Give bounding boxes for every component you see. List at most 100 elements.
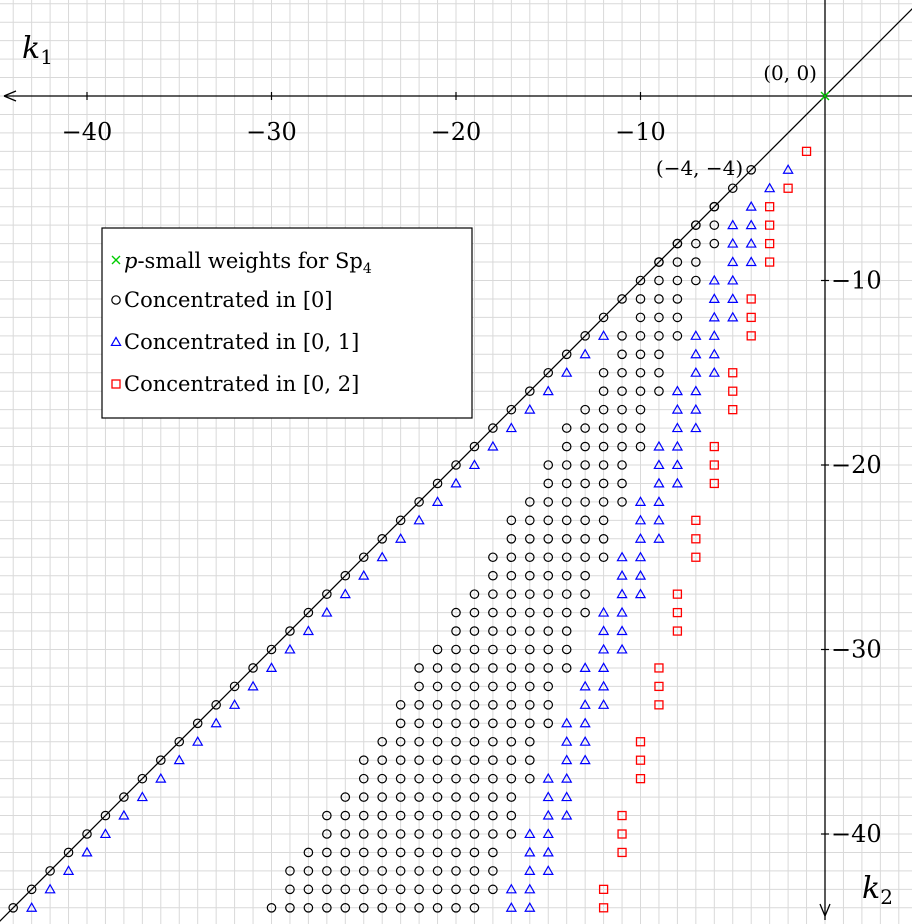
marker-circle	[451, 773, 461, 784]
marker-circle	[617, 460, 627, 470]
marker-square	[765, 238, 775, 249]
marker-circle	[635, 349, 646, 360]
marker-triangle	[745, 256, 757, 267]
marker-square	[635, 737, 646, 747]
marker-circle	[561, 441, 572, 452]
marker-circle	[524, 533, 535, 544]
marker-circle	[561, 607, 572, 618]
marker-circle	[395, 866, 406, 876]
marker-circle	[414, 497, 424, 507]
marker-circle	[358, 773, 369, 784]
reference-line	[0, 8, 912, 922]
marker-circle	[82, 829, 92, 839]
y-tick-label: −40	[831, 820, 882, 848]
marker-circle	[543, 497, 554, 507]
marker-triangle	[339, 588, 351, 599]
marker-circle	[506, 718, 517, 729]
marker-circle	[451, 663, 461, 673]
marker-circle	[414, 773, 424, 784]
marker-circle	[672, 331, 683, 341]
marker-circle	[285, 866, 295, 876]
marker-circle	[469, 866, 480, 876]
marker-circle	[654, 331, 664, 341]
marker-circle	[580, 441, 590, 452]
marker-circle	[395, 810, 406, 821]
marker-triangle	[653, 440, 665, 451]
chart-annotations: (0, 0) (−4, −4)	[656, 61, 817, 180]
marker-circle	[156, 755, 166, 765]
marker-triangle	[505, 883, 517, 894]
marker-triangle	[136, 791, 148, 802]
marker-circle	[432, 644, 443, 655]
marker-circle	[598, 552, 609, 563]
marker-circle	[322, 829, 332, 839]
marker-square	[746, 294, 756, 304]
marker-triangle	[597, 625, 610, 636]
marker-circle	[506, 570, 517, 581]
marker-circle	[414, 847, 424, 858]
marker-square	[801, 146, 812, 157]
marker-triangle	[727, 237, 739, 248]
y-axis-title-base: k	[862, 871, 880, 906]
marker-circle	[488, 663, 498, 673]
marker-circle	[100, 810, 111, 821]
marker-circle	[691, 275, 701, 286]
marker-circle	[561, 460, 572, 470]
marker-circle	[506, 700, 517, 710]
marker-circle	[635, 367, 646, 378]
marker-circle	[617, 386, 627, 396]
marker-triangle	[634, 514, 647, 525]
marker-circle	[414, 718, 424, 729]
marker-square	[709, 441, 719, 452]
marker-triangle	[653, 532, 665, 543]
marker-square	[672, 607, 683, 618]
marker-circle	[488, 755, 498, 765]
marker-circle	[727, 183, 738, 194]
marker-circle	[524, 607, 535, 618]
marker-triangle	[616, 551, 628, 562]
marker-circle	[580, 552, 590, 563]
marker-circle	[340, 884, 351, 895]
marker-circle	[543, 718, 554, 729]
marker-circle	[598, 386, 609, 396]
series-green	[820, 91, 830, 101]
marker-circle	[561, 663, 572, 673]
marker-triangle	[505, 901, 517, 912]
x-axis-title: k1	[22, 31, 53, 69]
marker-circle	[691, 220, 701, 230]
marker-triangle	[376, 551, 388, 562]
marker-square	[617, 810, 627, 821]
marker-square	[728, 404, 738, 415]
legend-marker-shape	[111, 379, 121, 389]
marker-circle	[598, 515, 609, 526]
marker-triangle	[727, 293, 739, 303]
marker-circle	[303, 607, 314, 618]
marker-square	[672, 626, 683, 636]
marker-triangle	[671, 477, 684, 488]
marker-circle	[469, 700, 480, 710]
marker-triangle	[690, 403, 702, 414]
y-tick-label: −20	[831, 451, 882, 479]
marker-triangle	[192, 735, 204, 746]
marker-circle	[506, 663, 517, 673]
marker-circle	[432, 478, 443, 489]
marker-circle	[285, 626, 295, 636]
marker-circle	[561, 423, 572, 433]
marker-circle	[303, 847, 314, 858]
marker-triangle	[671, 403, 684, 414]
marker-circle	[654, 294, 664, 304]
marker-square	[654, 681, 664, 692]
marker-circle	[524, 570, 535, 581]
marker-circle	[635, 386, 646, 396]
marker-triangle	[542, 828, 554, 839]
marker-triangle	[597, 662, 610, 672]
marker-square	[709, 478, 719, 489]
marker-circle	[174, 736, 185, 747]
series-blue	[26, 163, 794, 912]
marker-circle	[432, 884, 443, 895]
legend-marker-red	[111, 379, 121, 389]
marker-circle	[395, 792, 406, 802]
marker-circle	[469, 755, 480, 765]
marker-circle	[469, 663, 480, 673]
marker-circle	[635, 312, 646, 323]
